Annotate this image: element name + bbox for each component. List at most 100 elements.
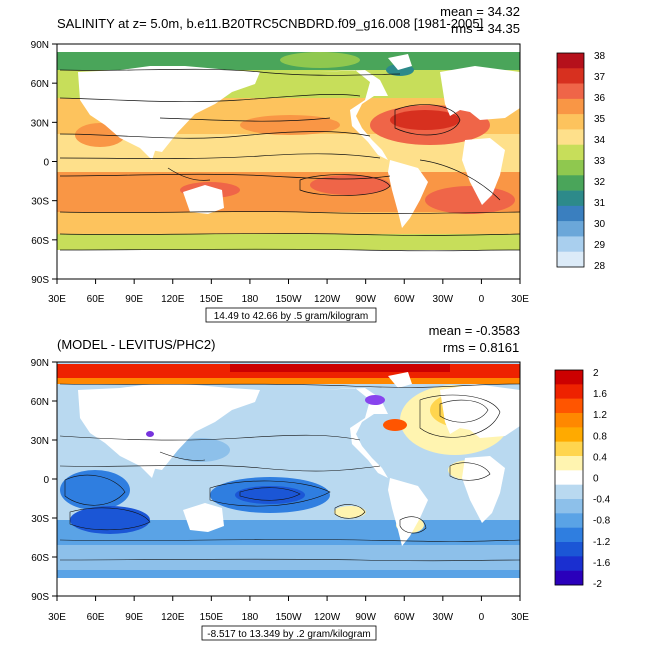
colorbar-swatch: [555, 527, 583, 543]
difference-contour-info: -8.517 to 13.349 by .2 gram/kilogram: [207, 629, 370, 640]
lat-label: 30N: [31, 436, 49, 447]
lon-label: 90E: [125, 294, 143, 305]
salinity-mean: mean = 34.32: [440, 4, 520, 19]
lon-label: 180: [242, 294, 259, 305]
colorbar-swatch: [555, 427, 583, 442]
lon-label: 90E: [125, 612, 143, 623]
colorbar-label: -2: [593, 579, 602, 590]
colorbar-label: 29: [594, 240, 606, 251]
difference-lat-labels: 90N 60N 30N 0 30S 60S 90S: [31, 358, 57, 603]
difference-map: [57, 362, 520, 596]
lon-label: 0: [479, 294, 485, 305]
lon-label: 30E: [48, 294, 66, 305]
lat-label: 60N: [31, 397, 49, 408]
salinity-rms: rms = 34.35: [451, 21, 520, 36]
salinity-colorbar: 38 37 36 35 34 33 32 31 30 29 28: [556, 51, 606, 272]
colorbar-swatch: [557, 205, 584, 222]
lon-label: 30W: [433, 294, 454, 305]
colorbar-swatch: [557, 144, 584, 161]
colorbar-swatch: [555, 570, 583, 586]
colorbar-swatch: [557, 251, 584, 268]
lon-label: 150E: [200, 294, 224, 305]
lon-label: 60W: [394, 294, 415, 305]
colorbar-swatch: [557, 236, 584, 253]
lat-label: 90N: [31, 40, 49, 51]
colorbar-swatch: [557, 53, 584, 69]
lon-label: 0: [479, 612, 485, 623]
colorbar-label: -1.6: [593, 558, 611, 569]
lon-label: 180: [242, 612, 259, 623]
lon-label: 120W: [314, 294, 341, 305]
lon-label: 60E: [87, 612, 105, 623]
colorbar-swatch: [557, 221, 584, 237]
lon-label: 30W: [433, 612, 454, 623]
colorbar-label: 2: [593, 368, 599, 379]
lon-label: 30E: [48, 612, 66, 623]
lon-label: 120E: [161, 294, 185, 305]
colorbar-swatch: [555, 370, 583, 385]
lat-label: 90S: [31, 275, 49, 286]
colorbar-swatch: [555, 499, 583, 514]
colorbar-label: 0.8: [593, 431, 607, 442]
lon-label: 150E: [200, 612, 224, 623]
lon-label: 30E: [511, 294, 529, 305]
colorbar-swatch: [555, 470, 583, 485]
lat-label: 90S: [31, 592, 49, 603]
salinity-map: [57, 44, 520, 279]
difference-mean: mean = -0.3583: [429, 323, 520, 338]
colorbar-swatch: [555, 456, 583, 471]
colorbar-swatch: [555, 484, 583, 500]
colorbar-swatch: [557, 129, 584, 146]
colorbar-swatch: [557, 98, 584, 115]
salinity-contour-info: 14.49 to 42.66 by .5 gram/kilogram: [214, 311, 369, 322]
lat-label: 60S: [31, 553, 49, 564]
lat-label: 60N: [31, 79, 49, 90]
lon-label: 150W: [275, 294, 302, 305]
salinity-contour-info-box: [205, 307, 377, 323]
colorbar-label: 37: [594, 72, 606, 83]
colorbar-label: 31: [594, 198, 606, 209]
colorbar-label: 33: [594, 156, 606, 167]
lon-label: 120E: [161, 612, 185, 623]
lon-label: 60E: [87, 294, 105, 305]
lat-label: 0: [43, 475, 49, 486]
lon-label: 30E: [511, 612, 529, 623]
colorbar-label: 1.2: [593, 410, 607, 421]
lat-label: 90N: [31, 358, 49, 369]
colorbar-swatch: [555, 384, 583, 399]
colorbar-swatch: [555, 441, 583, 457]
salinity-title: SALINITY at z= 5.0m, b.e11.B20TRC5CNBDRD…: [57, 16, 483, 31]
difference-rms: rms = 0.8161: [443, 340, 519, 355]
colorbar-label: 1.6: [593, 389, 607, 400]
colorbar-label: -1.2: [593, 537, 611, 548]
difference-contour-info-box: [201, 625, 377, 641]
difference-colorbar: 2 1.6 1.2 0.8 0.4 0 -0.4 -0.8 -1.2 -1.6 -2: [554, 368, 611, 590]
colorbar-label: 0: [593, 474, 599, 485]
colorbar-swatch: [557, 83, 584, 100]
lon-label: 90W: [355, 294, 376, 305]
lon-label: 120W: [314, 612, 341, 623]
lat-label: 0: [43, 158, 49, 169]
colorbar-frame: [556, 52, 585, 268]
salinity-lat-labels: 90N 60N 30N 0 30S 60S 90S: [31, 40, 57, 286]
lat-label: 60S: [31, 236, 49, 247]
salinity-panel: SALINITY at z= 5.0m, b.e11.B20TRC5CNBDRD…: [31, 4, 606, 323]
lat-label: 30S: [31, 514, 49, 525]
colorbar-label: 35: [594, 114, 606, 125]
lat-label: 30N: [31, 118, 49, 129]
colorbar-swatch: [557, 160, 584, 176]
colorbar-label: 28: [594, 261, 606, 272]
colorbar-label: 36: [594, 93, 606, 104]
colorbar-label: -0.4: [593, 495, 611, 506]
colorbar-label: -0.8: [593, 516, 611, 527]
colorbar-swatch: [555, 556, 583, 571]
colorbar-swatch: [557, 175, 584, 191]
colorbar-label: 30: [594, 219, 606, 230]
difference-title: (MODEL - LEVITUS/PHC2): [57, 337, 215, 352]
colorbar-swatch: [555, 542, 583, 557]
colorbar-label: 32: [594, 177, 606, 188]
colorbar-label: 34: [594, 135, 606, 146]
colorbar-swatch: [557, 190, 584, 207]
colorbar-swatch: [557, 114, 584, 130]
